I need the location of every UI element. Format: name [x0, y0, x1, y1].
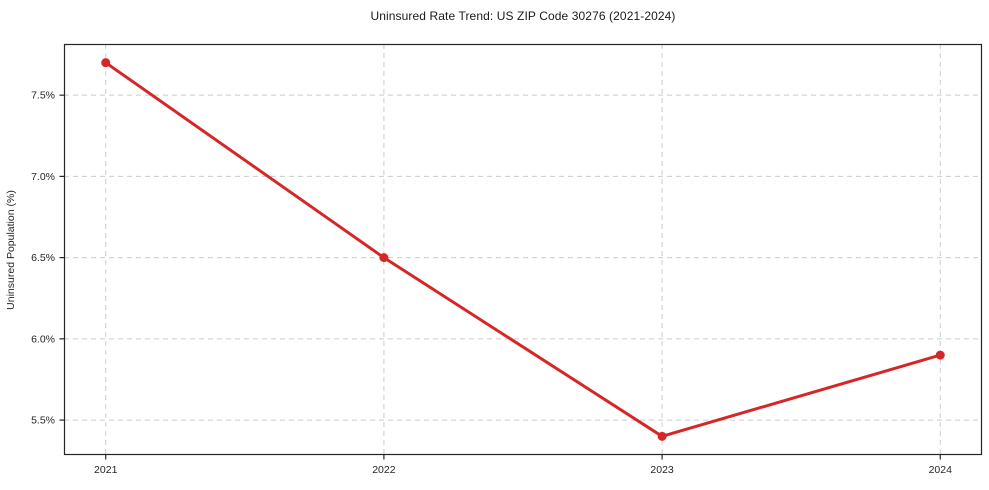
y-axis-tick-label: 6.5%	[31, 252, 55, 264]
x-axis-tick-label: 2023	[650, 464, 674, 476]
y-axis-tick-label: 5.5%	[31, 415, 55, 427]
data-point-marker	[379, 253, 389, 263]
data-point-marker	[935, 350, 945, 360]
y-axis-tick-label: 7.0%	[31, 171, 55, 183]
x-axis-tick-label: 2024	[929, 464, 953, 476]
trend-line	[104, 61, 942, 438]
y-axis-tick-label: 7.5%	[31, 90, 55, 102]
data-point-marker	[101, 58, 111, 68]
data-point-marker	[657, 431, 667, 441]
x-axis-tick-label: 2021	[94, 464, 118, 476]
plot-border	[63, 43, 983, 456]
chart-title: Uninsured Rate Trend: US ZIP Code 30276 …	[370, 9, 676, 23]
y-axis-tick-label: 6.0%	[31, 333, 55, 345]
x-axis-tick-label: 2022	[372, 464, 396, 476]
